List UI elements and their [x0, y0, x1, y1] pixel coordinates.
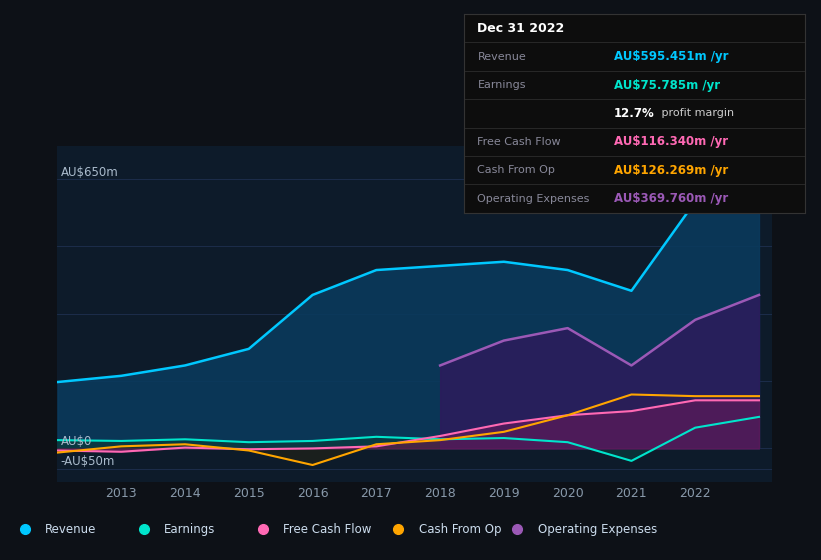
Text: Cash From Op: Cash From Op [478, 165, 555, 175]
Text: -AU$50m: -AU$50m [61, 455, 115, 468]
Text: 12.7%: 12.7% [614, 107, 654, 120]
Text: AU$126.269m /yr: AU$126.269m /yr [614, 164, 728, 177]
Text: AU$650m: AU$650m [61, 166, 118, 179]
Text: Operating Expenses: Operating Expenses [478, 194, 589, 204]
Text: Dec 31 2022: Dec 31 2022 [478, 22, 565, 35]
Text: Cash From Op: Cash From Op [419, 522, 501, 536]
Text: AU$595.451m /yr: AU$595.451m /yr [614, 50, 728, 63]
Text: Free Cash Flow: Free Cash Flow [283, 522, 372, 536]
Text: AU$116.340m /yr: AU$116.340m /yr [614, 136, 728, 148]
Text: Revenue: Revenue [478, 52, 526, 62]
Text: Earnings: Earnings [478, 80, 526, 90]
Text: Revenue: Revenue [45, 522, 97, 536]
Text: Operating Expenses: Operating Expenses [538, 522, 657, 536]
Text: AU$75.785m /yr: AU$75.785m /yr [614, 78, 720, 91]
Text: AU$0: AU$0 [61, 435, 92, 447]
Text: AU$369.760m /yr: AU$369.760m /yr [614, 192, 728, 205]
Text: Earnings: Earnings [164, 522, 216, 536]
Text: profit margin: profit margin [658, 109, 734, 118]
Text: Free Cash Flow: Free Cash Flow [478, 137, 561, 147]
